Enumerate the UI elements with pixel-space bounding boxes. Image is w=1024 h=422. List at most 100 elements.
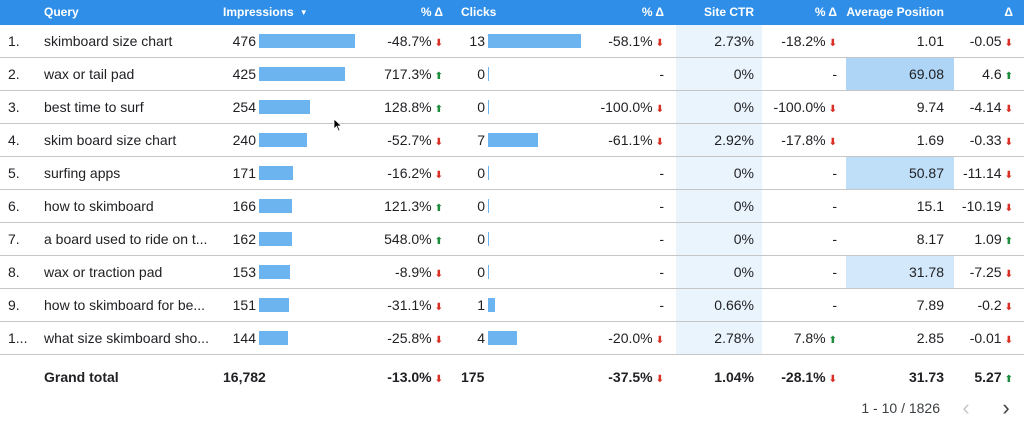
- impressions-value: 254: [232, 99, 256, 115]
- position-heat-cell: [846, 256, 954, 288]
- ctr-highlight: [676, 223, 762, 255]
- header-ctr-delta[interactable]: % Δ: [814, 5, 837, 19]
- query-text[interactable]: what size skimboard sho...: [44, 330, 209, 346]
- position-delta: -0.05 ⬇: [950, 25, 1013, 57]
- position-delta-value: -0.05: [969, 33, 1002, 49]
- clicks-delta-value: -: [659, 264, 664, 280]
- table-row[interactable]: 2. wax or tail pad 425 717.3% ⬆ 0-0% -69.08 4.6…: [0, 58, 1024, 91]
- header-impressions-label: Impressions: [223, 5, 294, 19]
- table-row[interactable]: 7. a board used to ride on t... 162 548.0% ⬆…: [0, 223, 1024, 256]
- header-position-delta[interactable]: Δ: [1004, 5, 1013, 19]
- impressions-delta-value: -16.2%: [387, 165, 432, 181]
- sort-descending-icon: ▼: [299, 8, 308, 18]
- impressions-delta: 128.8% ⬆: [360, 91, 443, 123]
- row-number: 2.: [8, 66, 20, 82]
- grand-total-label: Grand total: [44, 369, 119, 385]
- ctr-delta: -100.0% ⬇: [760, 91, 837, 123]
- clicks-value: 4: [477, 330, 485, 346]
- table-row[interactable]: 5. surfing apps 171 -16.2% ⬇ 0-0% -50.87 -11.14…: [0, 157, 1024, 190]
- ctr-delta-arrow-icon: ⬇: [828, 38, 837, 49]
- ctr-highlight: [676, 25, 762, 57]
- clicks-bar: [488, 298, 495, 312]
- impressions-delta-value: -31.1%: [387, 297, 432, 313]
- ctr-value: 2.78%: [714, 330, 754, 346]
- ctr-highlight: [676, 124, 762, 156]
- table-row[interactable]: 6. how to skimboard 166 121.3% ⬆ 0 - 0% - 15.1 -10…: [0, 190, 1024, 223]
- query-text[interactable]: skimboard size chart: [44, 33, 173, 49]
- ctr-value: 0%: [733, 198, 754, 214]
- total-position-delta-value: 5.27: [974, 369, 1002, 385]
- impressions-delta: -8.9% ⬇: [360, 256, 443, 288]
- table-row[interactable]: 8. wax or traction pad 153 -8.9% ⬇ 0-0% -31.78…: [0, 256, 1024, 289]
- clicks-delta-arrow-icon: ⬇: [655, 137, 664, 148]
- mouse-pointer-icon: [333, 118, 343, 132]
- header-clicks[interactable]: Clicks: [461, 5, 497, 19]
- impressions-value: 144: [232, 330, 256, 346]
- ctr-value: 0%: [733, 264, 754, 280]
- position-delta-value: -10.19: [961, 198, 1002, 214]
- header-clicks-delta[interactable]: % Δ: [641, 5, 664, 19]
- impressions-bar: [259, 100, 310, 114]
- average-position-value: 7.89: [916, 297, 944, 313]
- header-impressions[interactable]: Impressions ▼: [223, 0, 343, 25]
- impressions-bar: [259, 34, 355, 48]
- table-row[interactable]: 4. skim board size chart 240 -52.7% ⬇ 7 -61.1%…: [0, 124, 1024, 157]
- impressions-delta-arrow-icon: ⬇: [434, 137, 443, 148]
- position-delta: -11.14 ⬇: [950, 157, 1013, 189]
- clicks-delta-arrow-icon: ⬇: [655, 335, 664, 346]
- clicks-delta-value: -: [659, 198, 664, 214]
- position-delta-value: 1.09: [974, 231, 1002, 247]
- impressions-value: 240: [232, 132, 256, 148]
- position-delta-arrow-icon: ⬇: [1004, 170, 1013, 181]
- position-delta-value: -0.2: [977, 297, 1002, 313]
- query-text[interactable]: skim board size chart: [44, 132, 177, 148]
- header-average-position[interactable]: Average Position: [846, 5, 944, 19]
- query-text[interactable]: wax or tail pad: [44, 66, 135, 82]
- impressions-delta-arrow-icon: ⬆: [434, 203, 443, 214]
- impressions-delta-value: -25.8%: [387, 330, 432, 346]
- table-row[interactable]: 1... what size skimboard sho... 144 -25.8% ⬇…: [0, 322, 1024, 355]
- table-row[interactable]: 9. how to skimboard for be... 151 -31.1% ⬇ 1-…: [0, 289, 1024, 322]
- average-position-value: 15.1: [916, 198, 944, 214]
- row-number: 4.: [8, 132, 20, 148]
- ctr-value: 0%: [733, 231, 754, 247]
- ctr-delta-value: -: [832, 66, 837, 82]
- ctr-highlight: [676, 256, 762, 288]
- impressions-delta: -48.7% ⬇: [360, 25, 443, 57]
- impressions-bar: [259, 199, 292, 213]
- impressions-bar: [259, 232, 292, 246]
- clicks-delta-arrow-icon: ⬇: [655, 104, 664, 115]
- chevron-left-icon[interactable]: ‹: [962, 395, 970, 420]
- query-text[interactable]: best time to surf: [44, 99, 144, 115]
- impressions-delta-value: -48.7%: [387, 33, 432, 49]
- clicks-value: 0: [477, 198, 485, 214]
- total-average-position: 31.73: [908, 369, 944, 385]
- impressions-delta: 121.3% ⬆: [360, 190, 443, 222]
- clicks-bar: [488, 34, 581, 48]
- total-impressions-delta: -13.0% ⬇: [360, 355, 443, 399]
- query-text[interactable]: how to skimboard: [44, 198, 154, 214]
- table-row[interactable]: 1. skimboard size chart 476 -48.7% ⬇ 13 -58.1%…: [0, 25, 1024, 58]
- header-site-ctr[interactable]: Site CTR: [703, 5, 754, 19]
- ctr-delta: -: [760, 223, 837, 255]
- impressions-delta: -31.1% ⬇: [360, 289, 443, 321]
- header-query[interactable]: Query: [44, 5, 79, 19]
- impressions-value: 425: [232, 66, 256, 82]
- clicks-delta-value: -: [659, 231, 664, 247]
- query-text[interactable]: wax or traction pad: [44, 264, 163, 280]
- impressions-bar: [259, 331, 288, 345]
- impressions-value: 151: [232, 297, 256, 313]
- table-row[interactable]: 3. best time to surf 254 128.8% ⬆ 0 -100.0% ⬇ 0%…: [0, 91, 1024, 124]
- clicks-bar: [488, 331, 517, 345]
- impressions-delta: -16.2% ⬇: [360, 157, 443, 189]
- clicks-bar: [488, 199, 489, 213]
- query-text[interactable]: how to skimboard for be...: [44, 297, 206, 313]
- query-text[interactable]: surfing apps: [44, 165, 121, 181]
- total-position-delta-arrow-icon: ⬆: [1004, 374, 1013, 385]
- header-impressions-delta[interactable]: % Δ: [420, 5, 443, 19]
- clicks-value: 0: [477, 99, 485, 115]
- impressions-delta: 717.3% ⬆: [360, 58, 443, 90]
- impressions-bar: [259, 133, 307, 147]
- query-text[interactable]: a board used to ride on t...: [44, 231, 208, 247]
- chevron-right-icon[interactable]: ›: [1002, 395, 1010, 420]
